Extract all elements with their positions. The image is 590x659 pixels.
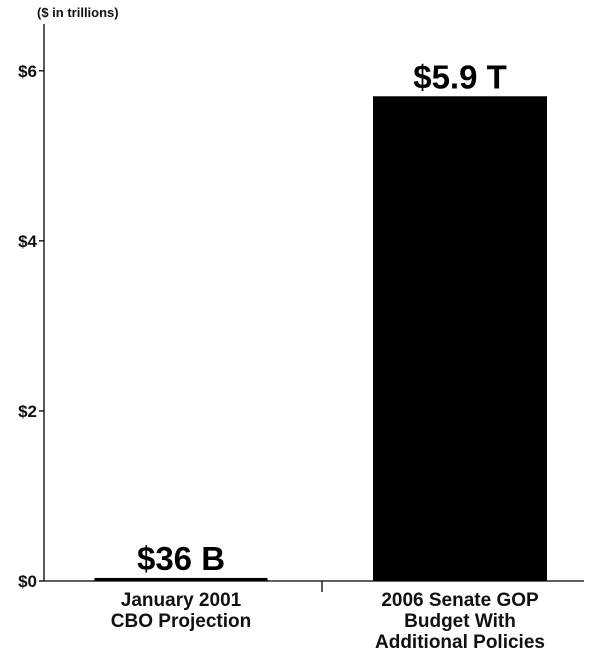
y-tick-label: $2 xyxy=(18,402,37,421)
unit-label: ($ in trillions) xyxy=(37,5,119,20)
bar xyxy=(94,577,268,581)
bar-value-label: $5.9 T xyxy=(413,58,507,95)
bar xyxy=(373,96,547,581)
bars xyxy=(94,96,547,581)
y-tick-label: $4 xyxy=(18,232,37,251)
category-label-line: Additional Policies xyxy=(375,632,545,653)
data-labels: $36 B $5.9 T xyxy=(137,58,507,577)
category-label-line: CBO Projection xyxy=(111,611,251,632)
category-label-line: 2006 Senate GOP xyxy=(381,590,539,611)
bar-value-label: $36 B xyxy=(137,540,225,577)
y-tick-label: $0 xyxy=(18,572,37,591)
category-label-line: Budget With xyxy=(404,611,516,632)
y-tick-label: $6 xyxy=(18,62,37,81)
y-ticks: $0 $2 $4 $6 xyxy=(18,62,44,591)
category-label-line: January 2001 xyxy=(121,590,242,611)
